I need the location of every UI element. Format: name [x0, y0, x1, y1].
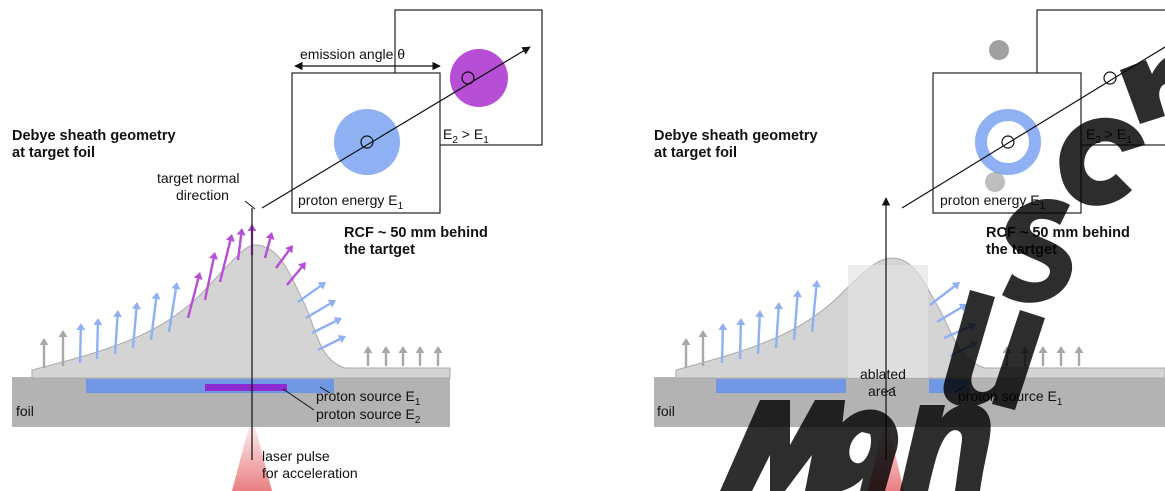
sheath-arrow-right-6: [792, 290, 802, 341]
emission-line-left: [261, 46, 531, 209]
proton-ring-e1-right: [975, 109, 1041, 175]
source1-label-left: proton source E1: [316, 388, 421, 408]
watermark-letter-u: [943, 290, 1045, 410]
foil-label-right: foil: [657, 403, 675, 419]
sheath-arrow-left-19: [317, 335, 346, 352]
source2-leader-left: [282, 388, 315, 411]
sheath-arrow-right-14: [1038, 346, 1048, 366]
watermark-letter-c: [1059, 117, 1145, 206]
sheath-arrow-left-6: [149, 292, 161, 341]
proton-source-e1-right-a: [716, 379, 846, 393]
sheath-arrow-left-5: [131, 302, 141, 349]
sheath-arrow-left-17: [305, 299, 336, 320]
source1-leader-left: [319, 386, 331, 394]
sheath-arrows-left: [39, 224, 443, 368]
watermark-letter-n: [900, 404, 991, 491]
energy-compare-left: E2 > E1: [443, 126, 489, 146]
sheath-arrows-right: [681, 280, 1084, 368]
sheath-arrow-right-7: [810, 280, 821, 333]
sheath-arrow-left-23: [415, 346, 425, 366]
sheath-arrow-left-16: [297, 282, 326, 303]
manuscript-watermark: [720, 58, 1165, 491]
sheath-arrow-left-15: [286, 262, 306, 286]
sheath-arrow-left-9: [203, 252, 218, 301]
sheath-arrow-left-7: [167, 282, 181, 333]
sheath-arrow-right-9: [936, 303, 967, 324]
sheath-arrow-left-11: [236, 228, 246, 261]
watermark-letter-r: [1120, 58, 1165, 124]
sheath-arrow-right-8: [929, 282, 960, 306]
center-marker-e2-right: [1103, 71, 1117, 85]
left-panel: Debye sheath geometry at target foil tar…: [12, 9, 543, 491]
watermark-letter-s: [1002, 199, 1073, 303]
laser-label: laser pulse for acceleration: [262, 448, 358, 481]
sheath-arrow-left-18: [311, 317, 342, 335]
heading-right: Debye sheath geometry at target foil: [654, 128, 822, 161]
source2-label-left: proton source E2: [316, 406, 421, 426]
sheath-arrow-right-2: [718, 323, 728, 364]
sheath-arrow-left-4: [113, 310, 123, 355]
watermark-letter-m: [720, 400, 845, 491]
center-marker-e2-left: [461, 71, 475, 85]
rcf-label-left: RCF ~ 50 mm behind the tartget: [344, 225, 492, 258]
sheath-arrow-left-3: [93, 318, 103, 360]
debye-sheath-left: [31, 244, 451, 379]
watermark-grey-dot-1: [989, 40, 1009, 60]
sheath-arrow-left-20: [363, 346, 373, 366]
rcf-square-front-right: [932, 72, 1082, 214]
watermark-grey-dot-2: [985, 172, 1005, 192]
foil-label-left: foil: [16, 403, 34, 419]
target-normal-leader: [244, 200, 256, 210]
sheath-arrow-left-0: [39, 338, 49, 368]
sheath-arrow-left-10: [218, 234, 235, 283]
ablated-area: [848, 265, 928, 378]
target-normal-label: target normal direction: [157, 170, 243, 203]
center-marker-e1-right: [1001, 135, 1015, 149]
proton-energy-label-left: proton energy E1: [298, 192, 404, 212]
sheath-arrow-left-1: [58, 330, 68, 366]
sheath-arrow-left-2: [76, 323, 86, 364]
ablated-leader: [884, 386, 896, 394]
sheath-arrow-left-14: [275, 245, 293, 269]
sheath-arrow-right-5: [774, 302, 784, 349]
center-marker-e1-left: [360, 135, 374, 149]
heading-left: Debye sheath geometry at target foil: [12, 128, 180, 161]
emission-line-right: [901, 46, 1165, 209]
sheath-arrow-right-0: [681, 338, 691, 368]
sheath-arrow-left-24: [433, 346, 443, 366]
sheath-arrow-right-15: [1056, 346, 1066, 366]
right-panel: Debye sheath geometry at target foil RCF…: [654, 9, 1165, 491]
proton-source-e2-left: [205, 384, 287, 391]
proton-spot-e1-left: [334, 109, 400, 175]
sheath-arrow-left-22: [398, 346, 408, 366]
sheath-arrow-right-4: [755, 310, 765, 355]
sheath-arrow-left-8: [186, 272, 203, 319]
sheath-arrow-left-21: [381, 346, 391, 366]
emission-angle-label: emission angle θ: [300, 46, 405, 62]
sheath-arrow-right-3: [736, 318, 746, 360]
sheath-arrow-left-13: [263, 232, 275, 259]
watermark-letter-a: [825, 409, 899, 491]
sheath-arrow-right-16: [1074, 346, 1084, 366]
sheath-arrow-right-1: [698, 330, 708, 366]
ablated-area-label: ablated area: [860, 366, 910, 399]
